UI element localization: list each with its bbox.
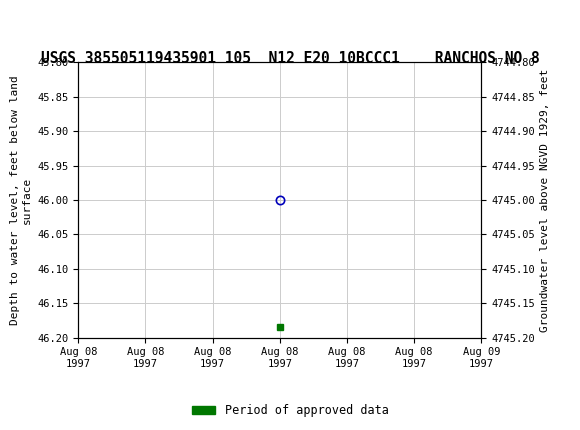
Y-axis label: Groundwater level above NGVD 1929, feet: Groundwater level above NGVD 1929, feet xyxy=(541,68,550,332)
Y-axis label: Depth to water level, feet below land
surface: Depth to water level, feet below land su… xyxy=(10,75,32,325)
Text: ≈USGS: ≈USGS xyxy=(9,12,90,33)
Text: USGS 385505119435901 105  N12 E20 10BCCC1    RANCHOS NO 8: USGS 385505119435901 105 N12 E20 10BCCC1… xyxy=(41,51,539,65)
Legend: Period of approved data: Period of approved data xyxy=(187,399,393,422)
